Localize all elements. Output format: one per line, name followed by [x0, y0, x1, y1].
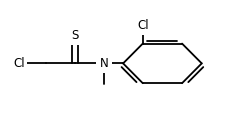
- Text: N: N: [99, 57, 108, 70]
- Text: S: S: [71, 29, 78, 42]
- Text: Cl: Cl: [136, 19, 148, 32]
- Text: Cl: Cl: [14, 57, 25, 70]
